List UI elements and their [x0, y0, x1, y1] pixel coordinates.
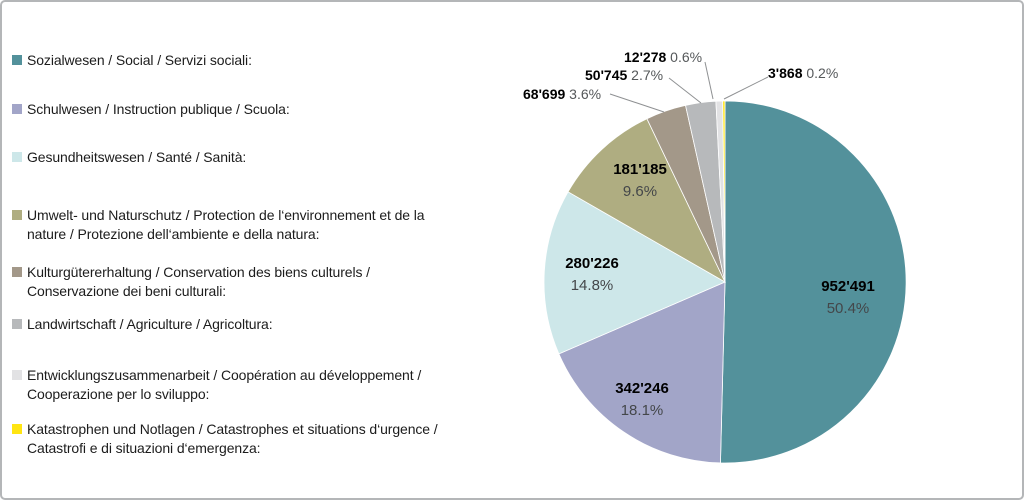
- legend-label-umwelt-naturschutz: Umwelt- und Naturschutz / Protection de …: [27, 207, 425, 242]
- legend-swatch-sozialwesen: [12, 55, 22, 65]
- slice-percent: 18.1%: [620, 402, 664, 419]
- legend-label-landwirtschaft: Landwirtschaft / Agriculture / Agricoltu…: [27, 316, 273, 332]
- legend-item-katastrophen: Katastrophen und Notlagen / Catastrophes…: [12, 420, 438, 458]
- legend-label-sozialwesen: Sozialwesen / Social / Servizi sociali:: [27, 52, 252, 68]
- slice-value: 68'699: [523, 86, 566, 102]
- callout-label-landwirtschaft: 50'745 2.7%: [585, 67, 663, 84]
- callout-label-kulturguetererhaltung: 68'699 3.6%: [523, 86, 601, 103]
- legend-label-gesundheitswesen: Gesundheitswesen / Santé / Sanità:: [27, 149, 247, 165]
- slice-percent: 14.8%: [570, 277, 614, 294]
- slice-percent: 3.6%: [569, 86, 602, 102]
- legend: Sozialwesen / Social / Servizi sociali: …: [2, 2, 507, 498]
- legend-swatch-entwicklungszusammenarbeit: [12, 370, 22, 380]
- legend-item-kulturguetererhaltung: Kulturgütererhaltung / Conservation des …: [12, 263, 370, 301]
- callout-leader-line: [723, 76, 769, 100]
- legend-label-kulturguetererhaltung: Kulturgütererhaltung / Conservation des …: [27, 264, 370, 299]
- legend-item-entwicklungszusammenarbeit: Entwicklungszusammenarbeit / Coopération…: [12, 366, 421, 404]
- slice-label-gesundheitswesen: 280'226 14.8%: [565, 253, 619, 297]
- legend-item-sozialwesen: Sozialwesen / Social / Servizi sociali:: [12, 51, 252, 70]
- legend-label-schulwesen: Schulwesen / Instruction publique / Scuo…: [27, 101, 290, 117]
- slice-label-sozialwesen: 952'491 50.4%: [821, 276, 875, 320]
- pie-slice: [558, 281, 726, 464]
- legend-swatch-schulwesen: [12, 104, 22, 114]
- callout-label-entwicklungszusammenarbeit: 12'278 0.6%: [624, 49, 702, 66]
- callout-leader-line: [668, 77, 702, 104]
- legend-swatch-kulturguetererhaltung: [12, 267, 22, 277]
- slice-percent: 2.7%: [631, 67, 664, 83]
- pie-slice: [567, 118, 726, 283]
- legend-item-landwirtschaft: Landwirtschaft / Agriculture / Agricoltu…: [12, 315, 273, 334]
- legend-item-umwelt-naturschutz: Umwelt- und Naturschutz / Protection de …: [12, 206, 425, 244]
- slice-label-schulwesen: 342'246 18.1%: [615, 378, 669, 422]
- pie-slice: [720, 100, 907, 464]
- legend-swatch-gesundheitswesen: [12, 152, 22, 162]
- slice-value: 12'278: [624, 49, 667, 65]
- legend-swatch-katastrophen: [12, 424, 22, 434]
- slice-label-umwelt-naturschutz: 181'185 9.6%: [613, 159, 667, 203]
- slice-percent: 0.6%: [670, 49, 703, 65]
- slice-percent: 9.6%: [622, 183, 658, 200]
- slice-value: 3'868: [768, 65, 803, 81]
- pie-slice: [722, 100, 726, 283]
- pie-slice: [543, 191, 726, 355]
- slice-value: 342'246: [615, 380, 669, 397]
- slice-value: 181'185: [613, 161, 667, 178]
- slice-value: 50'745: [585, 67, 628, 83]
- callout-leader-line: [704, 61, 714, 100]
- legend-swatch-landwirtschaft: [12, 319, 22, 329]
- callout-label-katastrophen: 3'868 0.2%: [768, 65, 838, 82]
- legend-item-gesundheitswesen: Gesundheitswesen / Santé / Sanità:: [12, 148, 246, 167]
- callout-leader-line: [609, 93, 665, 113]
- legend-swatch-umwelt-naturschutz: [12, 210, 22, 220]
- slice-value: 280'226: [565, 255, 619, 272]
- slice-value: 952'491: [821, 278, 875, 295]
- slice-percent: 50.4%: [826, 300, 870, 317]
- legend-item-schulwesen: Schulwesen / Instruction publique / Scuo…: [12, 100, 290, 119]
- legend-label-katastrophen: Katastrophen und Notlagen / Catastrophes…: [27, 421, 438, 456]
- legend-label-entwicklungszusammenarbeit: Entwicklungszusammenarbeit / Coopération…: [27, 367, 422, 402]
- slice-percent: 0.2%: [806, 65, 839, 81]
